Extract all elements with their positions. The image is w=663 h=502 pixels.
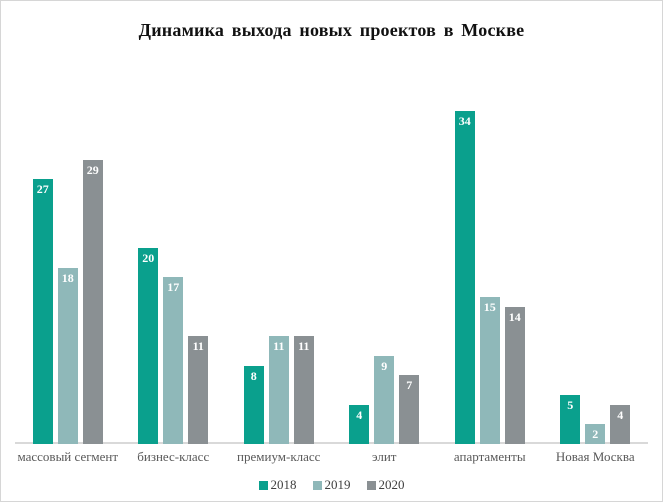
bar-value-label: 11: [298, 339, 310, 353]
bar-value-label: 9: [381, 359, 388, 373]
bar-2020: 7: [399, 375, 420, 444]
bar-2018: 27: [32, 179, 53, 444]
x-axis-line: [15, 442, 648, 444]
bar-group: 4 9 7: [332, 67, 438, 444]
bar-value-label: 17: [167, 280, 180, 294]
bar-group: 34 15 14: [437, 67, 543, 444]
bar-2019: 2: [585, 424, 606, 444]
bar-value-label: 15: [483, 300, 496, 314]
bar-value-label: 27: [36, 182, 49, 196]
bar-group: 8 11 11: [226, 67, 332, 444]
legend-swatch-icon: [312, 480, 322, 490]
category-label: массовый сегмент: [17, 449, 119, 464]
bar-2018: 5: [560, 395, 581, 444]
category-axis-labels: массовый сегмент бизнес-класс премиум-клас…: [15, 449, 648, 465]
bar-value-label: 29: [86, 163, 99, 177]
bar-2020: 14: [504, 307, 525, 444]
category-label: элит: [372, 449, 397, 464]
plot-area: 27 18 29 20 17 11 8 11 11 4 9 7 34 15 14 5 2 4: [15, 67, 648, 444]
bar-value-label: 4: [617, 408, 624, 422]
bar-2019: 15: [479, 297, 500, 444]
bar-value-label: 4: [356, 408, 363, 422]
legend-label: 2018: [270, 477, 297, 492]
legend: 2018 2019 2020: [1, 477, 662, 493]
legend-item-2020: 2020: [366, 477, 405, 493]
bar-2020: 11: [188, 336, 209, 444]
bar-2020: 11: [293, 336, 314, 444]
bar-2018: 8: [243, 366, 264, 444]
bar-2019: 18: [57, 268, 78, 444]
bar-2018: 20: [138, 248, 159, 444]
bar-2019: 17: [163, 277, 184, 444]
bar-2018: 4: [349, 405, 370, 444]
bar-value-label: 18: [61, 271, 74, 285]
bar-2019: 11: [268, 336, 289, 444]
bar-group: 20 17 11: [121, 67, 227, 444]
bar-value-label: 34: [458, 114, 471, 128]
category-label: премиум-класс: [237, 449, 321, 464]
bar-value-label: 20: [142, 251, 155, 265]
legend-swatch-icon: [366, 480, 376, 490]
category-label: бизнес-класс: [137, 449, 210, 464]
bar-value-label: 2: [592, 427, 599, 441]
bar-2020: 29: [82, 160, 103, 444]
legend-swatch-icon: [258, 480, 268, 490]
bar-value-label: 11: [192, 339, 204, 353]
bar-2020: 4: [610, 405, 631, 444]
category-label: Новая Москва: [555, 449, 635, 464]
bar-group: 27 18 29: [15, 67, 121, 444]
legend-label: 2019: [324, 477, 351, 492]
legend-item-2019: 2019: [312, 477, 351, 493]
category-label: апартаменты: [453, 449, 526, 464]
bar-value-label: 7: [406, 378, 413, 392]
bar-group: 5 2 4: [543, 67, 649, 444]
bar-2018: 34: [454, 111, 475, 444]
bar-value-label: 14: [508, 310, 521, 324]
chart-title: Динамика выхода новых проектов в Москве: [138, 20, 525, 40]
legend-item-2018: 2018: [258, 477, 297, 493]
bar-2019: 9: [374, 356, 395, 444]
bar-value-label: 11: [273, 339, 285, 353]
bar-value-label: 5: [567, 398, 574, 412]
legend-label: 2020: [378, 477, 405, 492]
bar-value-label: 8: [250, 369, 257, 383]
